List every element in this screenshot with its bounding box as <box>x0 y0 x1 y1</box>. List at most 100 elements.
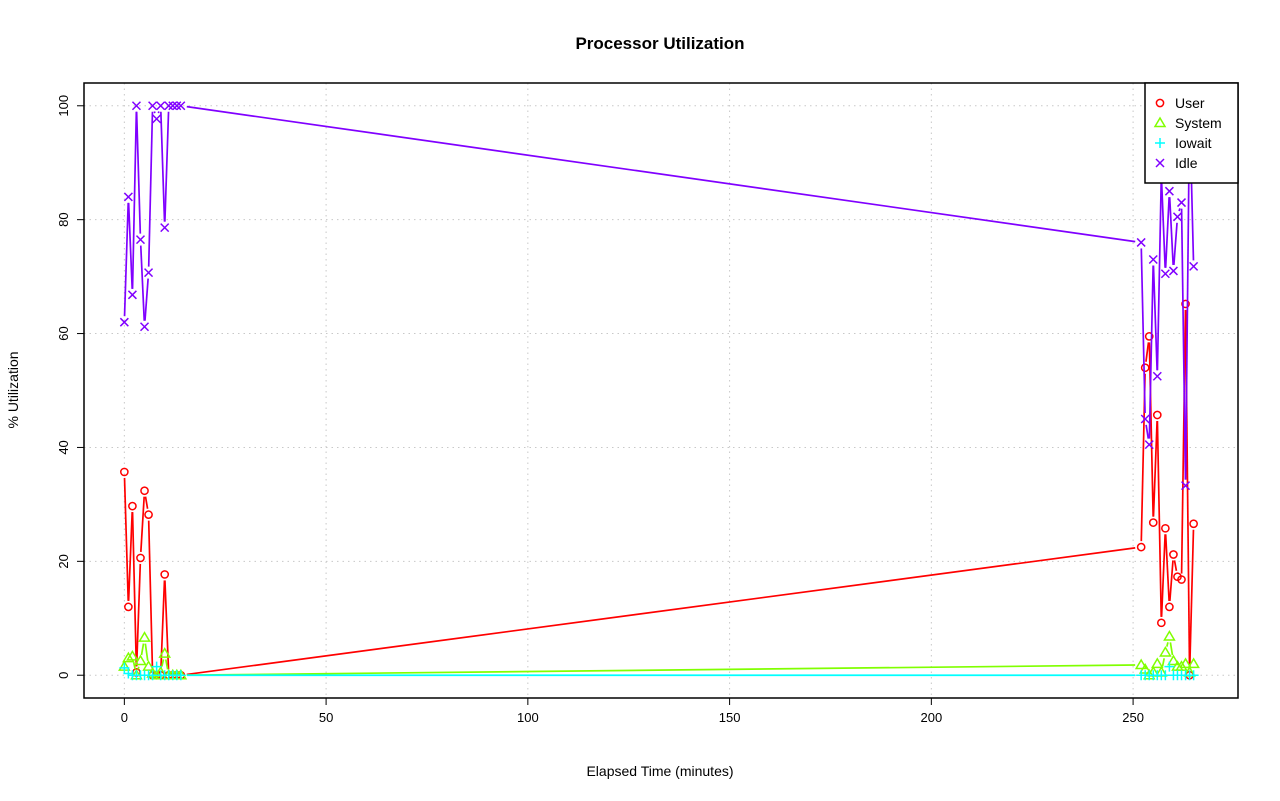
data-point <box>131 101 141 111</box>
data-point <box>124 602 133 612</box>
series-line-segment <box>1180 208 1187 480</box>
data-point <box>1164 661 1175 672</box>
data-point <box>1163 630 1176 641</box>
legend: User System Iowait Idle <box>1144 82 1239 184</box>
data-point <box>175 670 186 681</box>
legend-idle-icon <box>1155 158 1165 168</box>
series-line-segment <box>123 477 130 601</box>
data-point <box>1179 657 1192 669</box>
y-tick-label: 0 <box>56 672 71 679</box>
series-line-segment <box>1164 197 1170 268</box>
data-point <box>1150 657 1164 669</box>
series-line-segment <box>1178 208 1181 212</box>
data-point <box>1188 670 1199 681</box>
data-point <box>1167 654 1180 666</box>
data-point <box>1144 332 1154 341</box>
data-point <box>1189 519 1198 529</box>
data-point <box>119 317 129 327</box>
data-point <box>1136 542 1146 552</box>
data-point <box>119 662 130 673</box>
x-tick-label: 50 <box>319 710 333 725</box>
data-point <box>1181 481 1191 491</box>
data-point <box>1159 645 1172 657</box>
series-line-segment <box>147 520 154 670</box>
y-tick-label: 80 <box>56 212 71 226</box>
series-line-segment <box>186 547 1136 676</box>
legend-box <box>1144 82 1239 184</box>
data-point <box>168 101 178 111</box>
data-point <box>1172 212 1183 222</box>
data-point <box>1164 186 1174 196</box>
series-line-segment <box>1145 424 1150 439</box>
data-point <box>1144 440 1154 450</box>
data-point <box>126 649 139 661</box>
series-line-segment <box>1173 560 1178 571</box>
data-point <box>1140 414 1150 424</box>
x-tick-label: 0 <box>121 710 128 725</box>
data-point <box>123 192 133 202</box>
data-point <box>160 223 170 233</box>
data-point <box>1148 518 1158 527</box>
data-point <box>138 631 151 642</box>
series-line-segment <box>144 643 149 661</box>
data-point <box>122 651 135 663</box>
series-system <box>118 630 1200 680</box>
series-line-segment <box>164 111 170 222</box>
series-line-segment <box>164 659 169 670</box>
series-line-segment <box>1152 265 1158 371</box>
series-line-segment <box>132 662 137 670</box>
data-point <box>139 322 150 332</box>
series-line-segment <box>131 512 138 667</box>
series-line-segment <box>127 202 134 289</box>
series-line-segment <box>135 563 142 667</box>
data-point <box>1140 363 1150 373</box>
y-tick-label: 60 <box>56 326 71 340</box>
data-point <box>160 570 170 579</box>
series-line-segment <box>160 111 166 222</box>
x-axis-label: Elapsed Time (minutes) <box>586 763 733 779</box>
series-line-segment <box>161 659 165 667</box>
series-line-segment <box>1156 180 1163 371</box>
series-line-segment <box>1166 642 1169 647</box>
series-line-segment <box>1169 560 1174 601</box>
y-tick-label: 40 <box>56 440 71 454</box>
data-point <box>127 290 137 300</box>
data-point <box>1161 523 1170 533</box>
data-point <box>1152 410 1162 420</box>
plot-frame <box>83 82 1239 699</box>
data-point <box>164 101 174 111</box>
data-point <box>1148 254 1158 265</box>
data-point <box>144 510 153 519</box>
data-point <box>140 486 149 496</box>
series-line-segment <box>186 664 1136 677</box>
data-point <box>1165 602 1174 612</box>
series-group <box>118 101 1200 681</box>
series-line-segment <box>1160 534 1166 617</box>
data-point <box>135 235 146 245</box>
series-line-segment <box>1173 222 1178 265</box>
axes: 0 50 100 150 200 250 0 20 40 60 80 100 <box>56 95 1144 725</box>
data-point <box>1169 550 1178 559</box>
series-line-segment <box>1152 420 1158 517</box>
legend-user-icon <box>1155 98 1165 108</box>
data-point <box>1136 237 1146 247</box>
series-line-segment <box>1145 342 1150 362</box>
series-line-segment <box>1156 420 1163 617</box>
legend-iowait-label: Iowait <box>1175 135 1212 151</box>
data-point <box>172 101 182 111</box>
series-line-segment <box>1160 180 1166 268</box>
data-point <box>1160 269 1170 279</box>
data-point <box>1189 261 1199 271</box>
data-point <box>144 268 154 278</box>
series-line-segment <box>1161 658 1166 667</box>
grid <box>84 83 1238 698</box>
series-idle <box>119 101 1199 491</box>
data-point <box>128 501 137 511</box>
data-point <box>1187 657 1200 669</box>
series-line-segment <box>1188 529 1195 670</box>
series-line-segment <box>1148 265 1154 439</box>
series-line-segment <box>144 496 149 509</box>
data-point <box>152 114 162 124</box>
series-line-segment <box>1169 642 1174 656</box>
